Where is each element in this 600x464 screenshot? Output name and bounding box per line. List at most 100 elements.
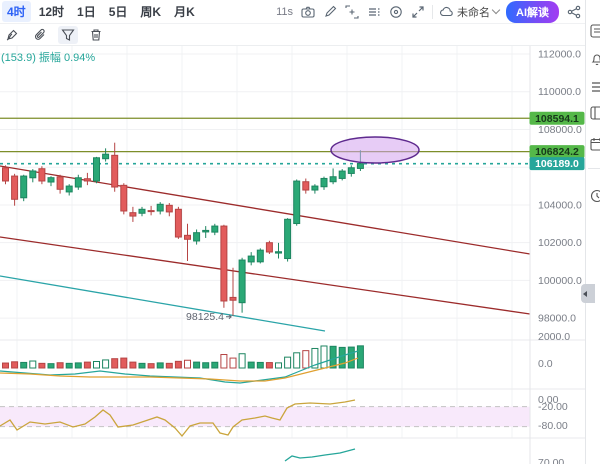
candle	[147, 205, 155, 216]
sidebar-clock-icon[interactable]	[590, 189, 600, 208]
volume-bar	[2, 362, 9, 369]
share-icon[interactable]	[566, 4, 581, 19]
volume-bar	[256, 361, 264, 369]
candle	[247, 252, 255, 266]
sidebar-watchlist-icon[interactable]	[590, 24, 600, 43]
fullscreen-icon[interactable]	[410, 4, 425, 19]
volume-bar	[193, 361, 201, 369]
toolbar-right-group: 11s 未命名 A	[276, 0, 585, 23]
volume-bar	[165, 362, 173, 369]
volume-bar	[20, 361, 28, 369]
volume-bar	[229, 357, 237, 369]
channel-lower[interactable]	[0, 236, 531, 315]
svg-text:106189.0: 106189.0	[535, 158, 579, 170]
volume-bar	[93, 360, 100, 369]
volume-bar	[138, 362, 146, 369]
attach-clip-icon[interactable]	[30, 26, 50, 44]
volume-bar	[56, 362, 64, 369]
axis-price-label: 104000.0	[538, 199, 582, 211]
volume-bar	[11, 361, 19, 369]
timeframe-button-3[interactable]: 5日	[108, 5, 128, 19]
timeframe-button-2[interactable]: 1日	[77, 5, 96, 19]
candle	[293, 179, 301, 226]
volume-bar	[338, 346, 346, 369]
candle	[347, 165, 355, 177]
svg-text:106824.2: 106824.2	[535, 146, 579, 158]
candle	[220, 224, 228, 308]
toolbar-divider	[432, 4, 433, 19]
candle	[29, 169, 37, 183]
collapse-arrow-icon	[583, 290, 587, 297]
draw-pen-icon[interactable]	[2, 26, 22, 44]
cloud-icon	[440, 6, 453, 17]
price-axis-layer: 112000.0 110000.0 108000.0 104000.0 102000.0…	[529, 46, 585, 464]
candle	[83, 172, 91, 186]
axis-price-label: 100000.0	[538, 275, 582, 287]
volume-ma-teal	[0, 350, 359, 384]
trendline-layer	[0, 165, 531, 332]
axis-indicator-label: 0.0	[538, 358, 553, 370]
axis-collapse-tab[interactable]	[581, 284, 595, 303]
candle	[120, 183, 128, 215]
top-toolbar: 4时 12时 1日 5日 周K 月K 11s 未命	[0, 0, 585, 24]
grid-layer	[0, 46, 585, 439]
volume-bar	[102, 359, 110, 369]
volume-bar	[147, 363, 155, 369]
chart-area[interactable]: 98125.4 112000.0 110000.0 108000.0 104000.0 1…	[0, 46, 585, 464]
axis-indicator-label: 0.00	[538, 394, 559, 406]
candle	[38, 166, 46, 185]
support-teal[interactable]	[0, 275, 326, 332]
sidebar-divider	[588, 168, 600, 169]
camera-icon[interactable]	[300, 4, 315, 19]
trash-icon[interactable]	[86, 26, 106, 44]
low-marker-layer: 98125.4	[186, 311, 233, 323]
candle	[74, 174, 82, 190]
candlestick-chart[interactable]: 98125.4112000.0110000.0108000.0104000.01…	[0, 46, 585, 464]
sidebar-list-icon[interactable]	[590, 80, 600, 99]
volume-bar	[38, 362, 46, 369]
candle	[174, 206, 182, 239]
candle	[265, 240, 273, 255]
timeframe-button-1[interactable]: 12时	[38, 5, 65, 19]
price-badge-106824.2: 106824.2	[529, 145, 585, 159]
target-icon[interactable]	[388, 4, 403, 19]
candle	[229, 267, 237, 316]
low-price-label: 98125.4	[186, 311, 224, 323]
highlight-ellipse-annotation[interactable]	[330, 136, 420, 164]
sidebar-alert-bell-icon[interactable]	[590, 52, 600, 71]
candle	[238, 257, 246, 313]
low-arrow-icon	[226, 314, 233, 320]
axis-price-label: 112000.0	[538, 49, 581, 61]
workspace-label: 未命名	[457, 6, 490, 19]
oscillator-layer	[0, 399, 530, 438]
volume-bar	[111, 358, 119, 369]
volume-bar	[220, 354, 228, 369]
candle	[302, 178, 310, 194]
volume-bar	[302, 350, 310, 369]
bar-countdown: 11s	[276, 5, 293, 18]
sidebar-panel-icon[interactable]	[590, 106, 600, 125]
axis-price-label: 102000.0	[538, 237, 582, 249]
timeframe-button-5[interactable]: 月K	[174, 5, 195, 19]
volume-bar	[311, 347, 319, 369]
volume-bar	[120, 357, 128, 369]
timeframe-button-4[interactable]: 周K	[140, 5, 162, 19]
candle	[202, 226, 210, 238]
sidebar-calendar-icon[interactable]	[590, 137, 600, 156]
candle	[56, 174, 64, 194]
volume-ma-orange	[0, 357, 359, 382]
list-settings-icon[interactable]	[366, 4, 381, 19]
add-frame-icon[interactable]	[344, 4, 359, 19]
workspace-menu[interactable]: 未命名	[440, 4, 501, 20]
price-badge-108594.1: 108594.1	[529, 111, 585, 125]
sub-indicator-line	[284, 448, 356, 462]
filter-funnel-icon[interactable]	[58, 25, 78, 44]
ai-analyze-button[interactable]: AI解读	[506, 0, 559, 23]
candle	[65, 184, 73, 196]
timeframe-button-0[interactable]: 4时	[2, 1, 31, 22]
volume-bar	[184, 359, 191, 369]
candle	[165, 203, 173, 217]
candle	[47, 176, 55, 187]
pencil-icon[interactable]	[322, 4, 337, 19]
candle	[11, 173, 19, 206]
